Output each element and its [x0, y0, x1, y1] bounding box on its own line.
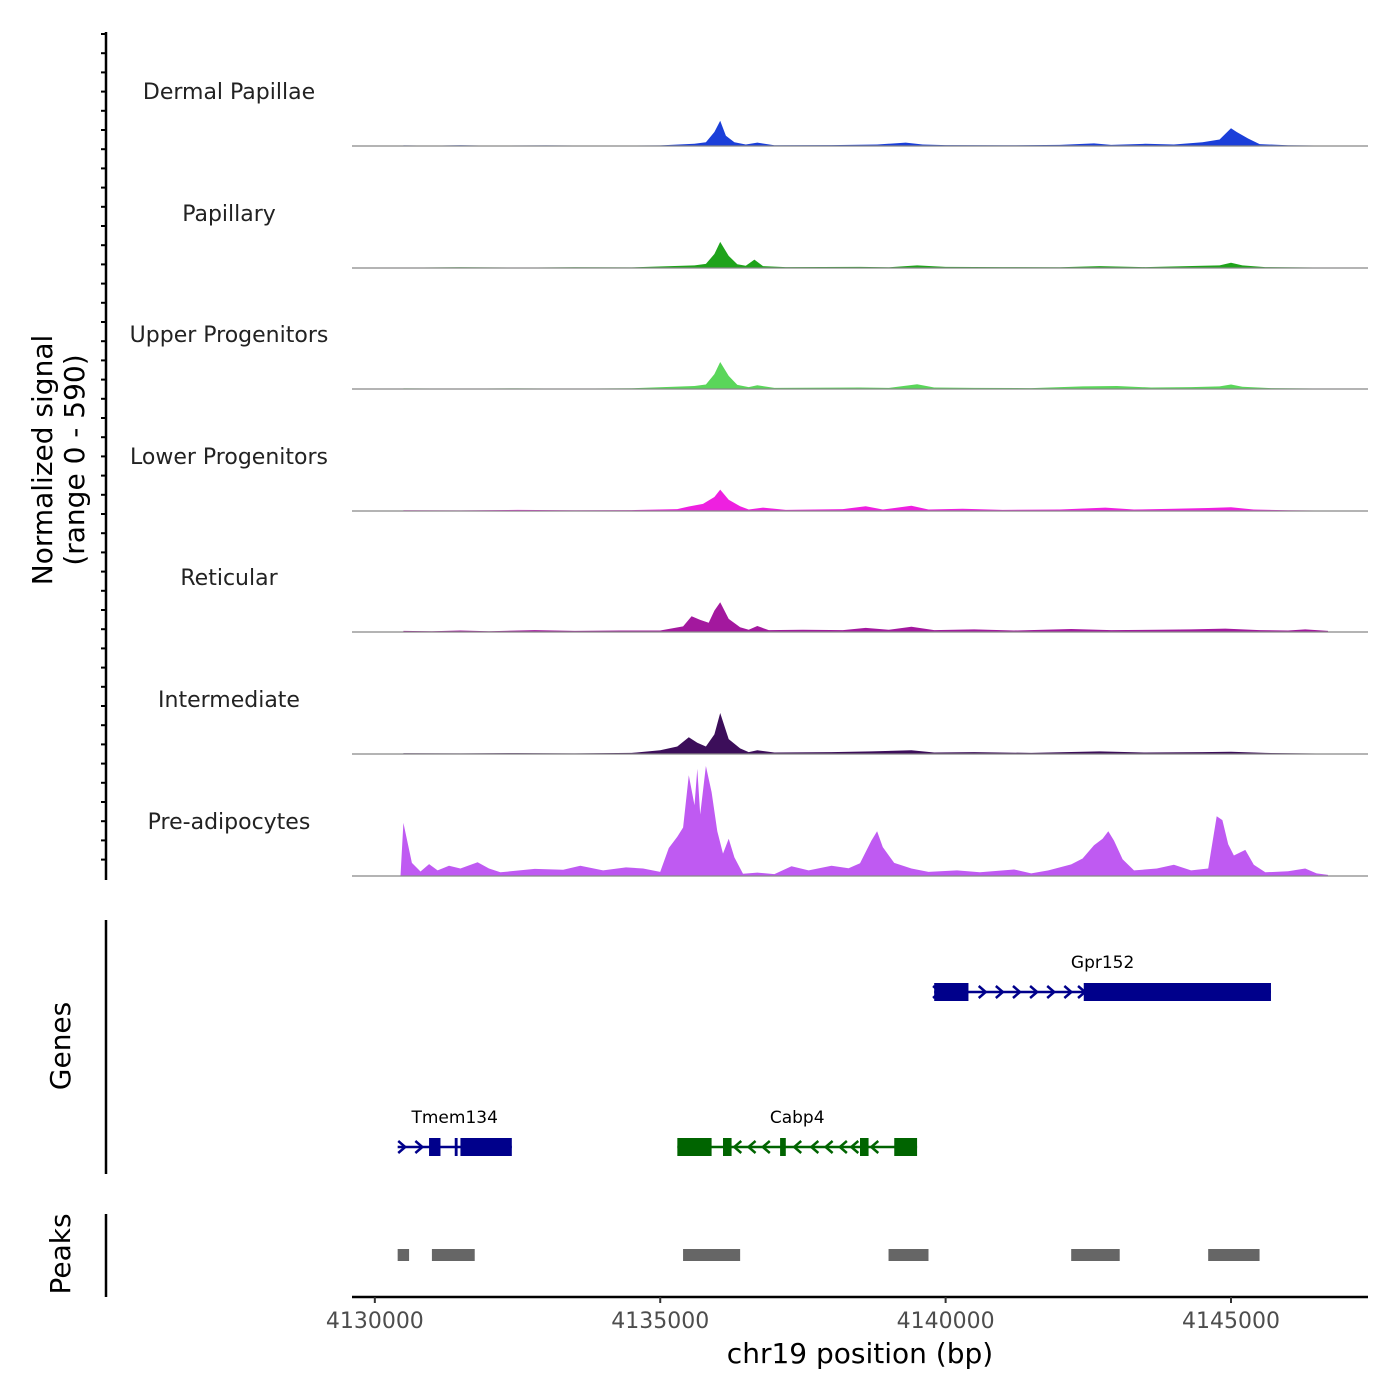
y-axis-title: Normalized signal (range 0 - 590): [26, 335, 91, 586]
x-tick-label: 4140000: [897, 1309, 995, 1334]
peak-region: [888, 1249, 929, 1261]
track-label-intermediate: Intermediate: [158, 688, 300, 713]
coverage-area-intermediate: [403, 713, 1328, 754]
peak-region: [431, 1249, 475, 1261]
track-label-dermal-papillae: Dermal Papillae: [143, 80, 315, 105]
x-tick-label: 4130000: [326, 1309, 424, 1334]
gene-exon-gpr152: [1083, 983, 1271, 1001]
track-label-reticular: Reticular: [180, 566, 278, 591]
x-tick-label: 4135000: [611, 1309, 709, 1334]
genes-panel: Genes Gpr152 Tmem134 Cabp4: [44, 920, 1271, 1174]
strand-arrow-gpr152: [995, 985, 1005, 999]
gene-label-gpr152: Gpr152: [1071, 953, 1134, 973]
peak-region: [397, 1249, 410, 1261]
gene-label-cabp4: Cabp4: [770, 1108, 825, 1128]
coverage-area-dermal-papillae: [403, 120, 1328, 146]
strand-arrow-cabp4: [732, 1140, 743, 1154]
strand-arrow-gpr152: [1029, 985, 1040, 999]
track-label-pre-adipocytes: Pre-adipocytes: [148, 810, 311, 835]
coverage-area-papillary: [403, 241, 1328, 268]
strand-arrow-gpr152: [1012, 985, 1022, 999]
track-label-upper-progenitors: Upper Progenitors: [130, 323, 329, 348]
genes-panel-title: Genes: [44, 1002, 77, 1090]
y-axis-title-line1: Normalized signal: [26, 335, 59, 586]
x-tick-label: 4145000: [1182, 1309, 1280, 1334]
strand-arrow-cabp4: [809, 1140, 820, 1154]
peak-region: [1208, 1249, 1260, 1261]
coverage-area-pre-adipocytes: [400, 766, 1328, 876]
gene-exon-tmem134: [454, 1138, 458, 1156]
strand-arrow-cabp4: [869, 1140, 880, 1154]
y-axis-title-line2: (range 0 - 590): [58, 354, 91, 565]
strand-arrow-cabp4: [760, 1140, 771, 1154]
peaks-panel-title: Peaks: [44, 1213, 77, 1294]
gene-exon-cabp4: [723, 1138, 732, 1156]
strand-arrow-gpr152: [1063, 985, 1074, 999]
gene-exon-cabp4: [894, 1138, 918, 1156]
strand-arrow-gpr152: [1077, 985, 1087, 999]
gene-exon-tmem134: [429, 1138, 441, 1156]
strand-arrow-gpr152: [932, 985, 942, 999]
x-axis: chr19 position (bp) 4130000 4135000 414000…: [326, 1295, 1368, 1370]
gene-exon-gpr152: [934, 983, 969, 1001]
strand-arrow-cabp4: [746, 1140, 757, 1154]
gene-exon-cabp4: [860, 1138, 869, 1156]
gene-exon-cabp4: [780, 1138, 786, 1156]
peak-region: [1071, 1249, 1120, 1261]
gene-label-tmem134: Tmem134: [410, 1108, 497, 1128]
track-label-lower-progenitors: Lower Progenitors: [130, 445, 328, 470]
coverage-area-reticular: [403, 602, 1328, 632]
strand-arrow-cabp4: [792, 1140, 803, 1154]
x-axis-title: chr19 position (bp): [727, 1337, 993, 1370]
peak-region: [683, 1249, 741, 1261]
gene-exon-cabp4: [677, 1138, 712, 1156]
coverage-panel: Dermal Papillae Papillary Upper Progenitor…: [101, 32, 1368, 880]
track-label-papillary: Papillary: [182, 202, 276, 227]
strand-arrow-gpr152: [977, 985, 988, 999]
strand-arrow-gpr152: [1046, 985, 1057, 999]
strand-arrow-cabp4: [837, 1140, 848, 1154]
strand-arrow-cabp4: [823, 1140, 834, 1154]
coverage-area-upper-progenitors: [403, 362, 1328, 389]
strand-arrow-tmem134: [414, 1140, 425, 1154]
strand-arrow-tmem134: [397, 1140, 408, 1154]
gene-exon-tmem134: [460, 1138, 512, 1156]
strand-arrow-cabp4: [849, 1140, 860, 1154]
coverage-area-lower-progenitors: [403, 489, 1328, 511]
peaks-panel: Peaks: [44, 1213, 1260, 1297]
